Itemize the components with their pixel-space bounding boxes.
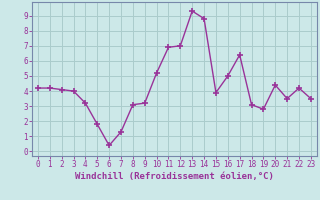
X-axis label: Windchill (Refroidissement éolien,°C): Windchill (Refroidissement éolien,°C): [75, 172, 274, 181]
